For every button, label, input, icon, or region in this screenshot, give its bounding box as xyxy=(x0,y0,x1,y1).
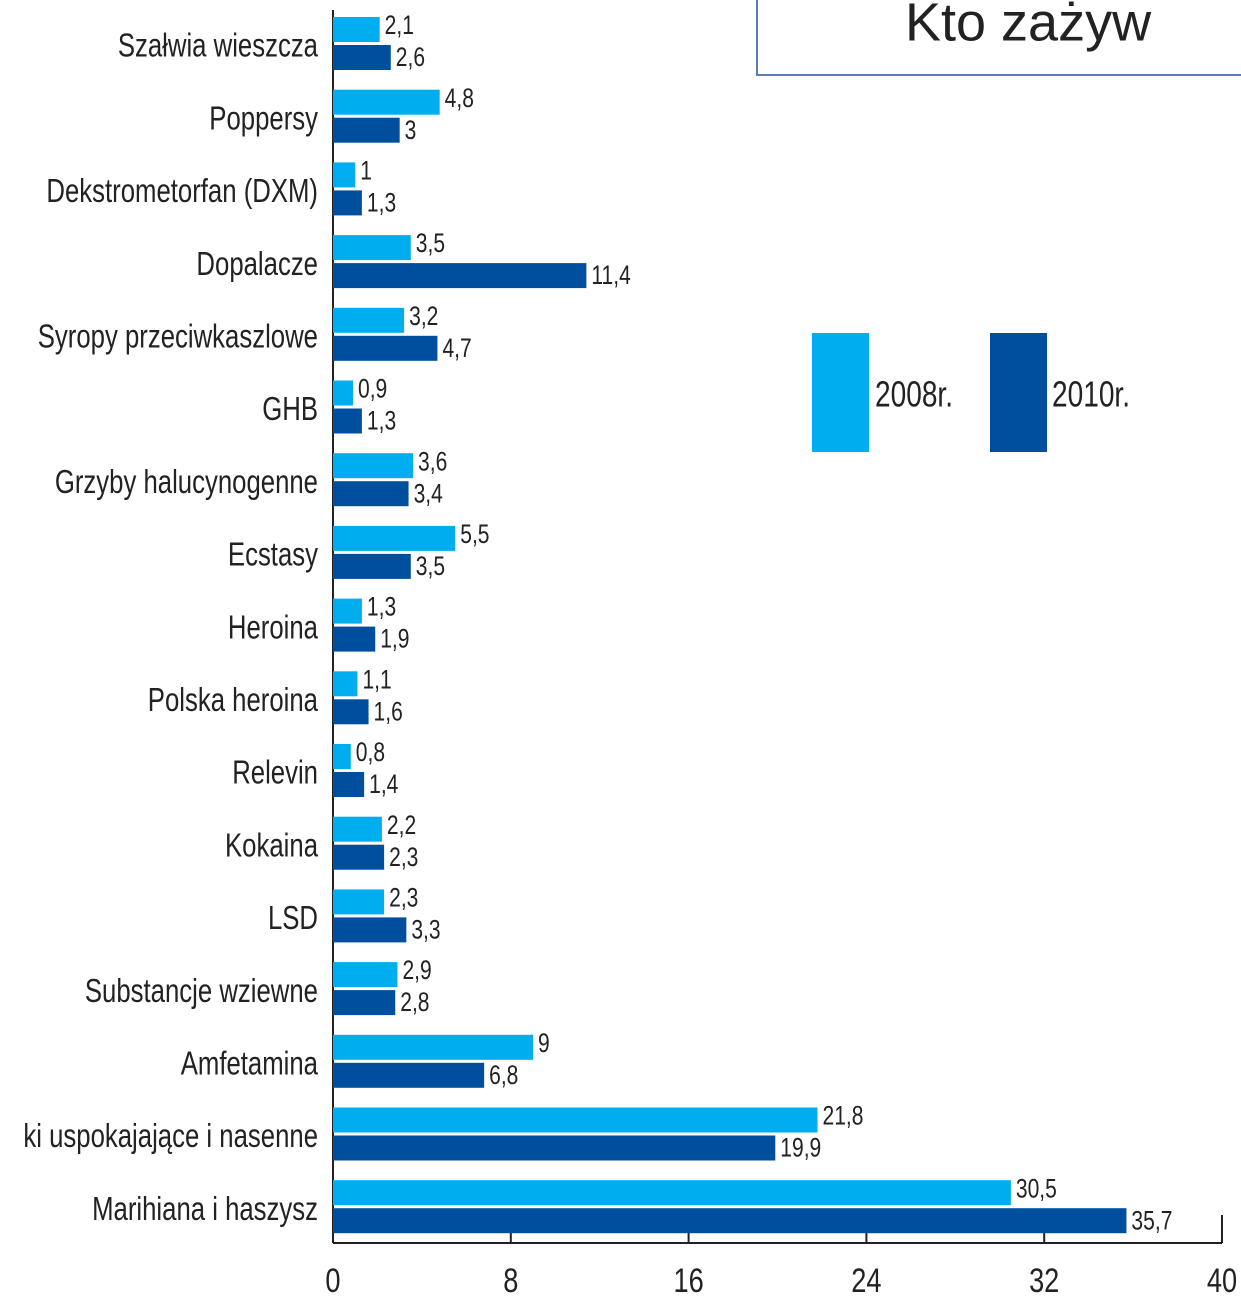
value-label: 21,8 xyxy=(823,1101,864,1131)
value-label: 3 xyxy=(405,115,417,145)
value-label: 3,6 xyxy=(418,447,447,477)
bar xyxy=(333,744,351,769)
x-tick-label: 32 xyxy=(1029,1261,1059,1300)
bar xyxy=(333,525,456,551)
value-label: 9 xyxy=(538,1029,550,1059)
bar xyxy=(333,816,382,842)
title-box xyxy=(756,0,1241,76)
legend-swatch xyxy=(990,333,1047,452)
category-label: Marihiana i haszysz xyxy=(92,1191,318,1228)
value-label: 5,5 xyxy=(460,520,489,550)
x-tick-label: 0 xyxy=(325,1261,340,1300)
bar xyxy=(333,553,411,579)
bar xyxy=(333,17,380,42)
x-tick-label: 40 xyxy=(1207,1261,1237,1300)
bar xyxy=(333,380,354,406)
value-label: 2,9 xyxy=(402,956,431,986)
value-label: 1,3 xyxy=(367,406,396,436)
value-label: 3,5 xyxy=(416,229,445,259)
value-label: 35,7 xyxy=(1131,1206,1172,1236)
category-label: Polska heroina xyxy=(148,682,319,719)
legend-swatch xyxy=(812,333,869,452)
value-label: 3,4 xyxy=(414,479,443,509)
value-label: 2,3 xyxy=(389,883,418,913)
bar xyxy=(333,889,385,915)
category-label: Relevin xyxy=(232,755,318,792)
bar xyxy=(333,117,400,143)
category-label: Heroina xyxy=(228,609,319,646)
bar xyxy=(333,671,358,697)
bar xyxy=(333,1034,534,1060)
category-label: Substancje wziewne xyxy=(85,973,318,1010)
category-label: Kokaina xyxy=(225,827,318,864)
value-label: 2,6 xyxy=(396,43,425,73)
category-label: Syropy przeciwkaszlowe xyxy=(38,319,318,356)
bar xyxy=(333,1208,1127,1234)
category-label: ki uspokajające i nasenne xyxy=(23,1118,318,1155)
category-label: GHB xyxy=(262,391,318,428)
bar xyxy=(333,89,440,115)
bar xyxy=(333,962,398,988)
value-label: 4,8 xyxy=(445,83,474,113)
x-tick-label: 8 xyxy=(503,1261,518,1300)
value-label: 30,5 xyxy=(1016,1174,1057,1204)
bar xyxy=(333,990,396,1016)
value-label: 1,1 xyxy=(362,665,391,695)
bar xyxy=(333,307,405,333)
bar xyxy=(333,772,365,797)
value-label: 2,3 xyxy=(389,842,418,872)
bar xyxy=(333,844,385,870)
category-label: Dekstrometorfan (DXM) xyxy=(46,173,318,210)
category-label: Ecstasy xyxy=(228,537,318,574)
category-label: Dopalacze xyxy=(196,246,318,283)
bar xyxy=(333,45,391,70)
bar xyxy=(333,626,376,652)
value-label: 2,1 xyxy=(385,11,414,41)
chart-title: Kto zażyw xyxy=(905,0,1152,52)
bar xyxy=(333,598,362,624)
bar xyxy=(333,1135,776,1161)
x-tick-label: 24 xyxy=(851,1261,881,1300)
bar xyxy=(333,917,407,943)
bar xyxy=(333,235,411,261)
legend-label: 2008r. xyxy=(875,374,953,414)
value-label: 1,6 xyxy=(374,697,403,727)
bar xyxy=(333,1107,818,1133)
value-label: 1,3 xyxy=(367,188,396,218)
category-label: Amfetamina xyxy=(181,1046,319,1083)
category-label: Poppersy xyxy=(209,100,318,137)
bar xyxy=(333,263,587,289)
value-label: 3,5 xyxy=(416,552,445,582)
legend-label: 2010r. xyxy=(1052,374,1130,414)
bar xyxy=(333,481,409,507)
value-label: 2,2 xyxy=(387,810,416,840)
category-label: Szałwia wieszcza xyxy=(118,28,319,65)
category-label: LSD xyxy=(268,900,318,937)
category-label: Grzyby halucynogenne xyxy=(55,464,318,501)
value-label: 1,4 xyxy=(369,770,398,800)
bar xyxy=(333,335,438,361)
x-tick-label: 16 xyxy=(673,1261,703,1300)
value-label: 6,8 xyxy=(489,1061,518,1091)
bar xyxy=(333,1062,485,1088)
bar xyxy=(333,1180,1011,1206)
bar xyxy=(333,699,369,725)
value-label: 19,9 xyxy=(780,1133,821,1163)
value-label: 0,9 xyxy=(358,374,387,404)
value-label: 0,8 xyxy=(356,738,385,768)
value-label: 4,7 xyxy=(442,334,471,364)
value-label: 2,8 xyxy=(400,988,429,1018)
value-label: 3,3 xyxy=(411,915,440,945)
value-label: 3,2 xyxy=(409,302,438,332)
bar xyxy=(333,162,356,188)
value-label: 11,4 xyxy=(591,261,630,291)
value-label: 1 xyxy=(360,156,372,186)
value-label: 1,3 xyxy=(367,592,396,622)
value-label: 1,9 xyxy=(380,624,409,654)
bar xyxy=(333,453,414,479)
bar xyxy=(333,190,362,216)
bar xyxy=(333,408,362,434)
